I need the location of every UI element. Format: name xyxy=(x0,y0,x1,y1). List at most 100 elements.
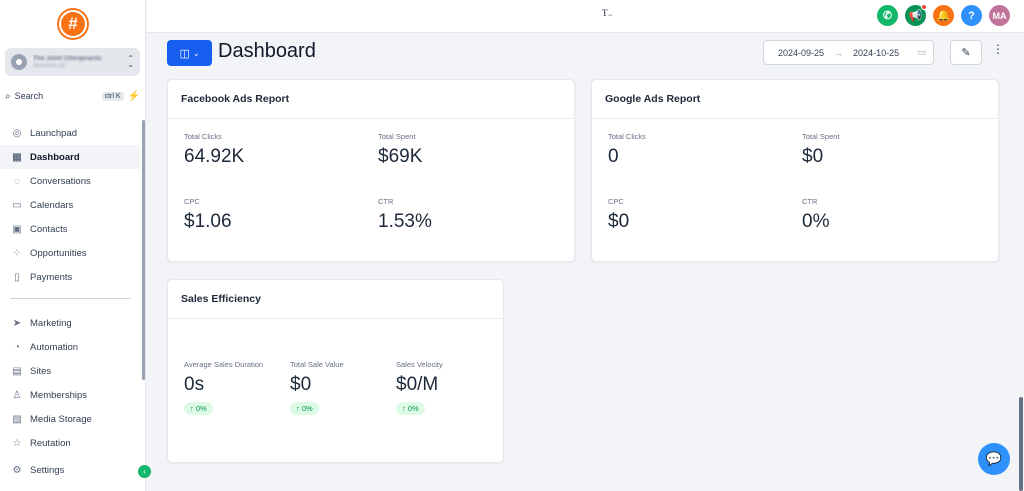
account-location: Downtown, AZ xyxy=(33,63,66,69)
metric-label: Total Sale Value xyxy=(290,360,344,369)
user-avatar[interactable]: MA xyxy=(989,5,1010,26)
account-switcher[interactable]: The Joint Chiropractic Downtown, AZ ⌃ ⌄ xyxy=(5,48,140,76)
change-badge: ↑ 0% xyxy=(396,402,425,415)
megaphone-icon[interactable]: 📢 xyxy=(905,4,927,26)
sidebar-item-label: Launchpad xyxy=(30,127,78,139)
sidebar-item-label: Automation xyxy=(30,341,79,353)
sidebar-item-label: Dashboard xyxy=(30,151,80,163)
page-title: Dashboard xyxy=(218,40,316,62)
sidebar-item-payments[interactable]: ▯ Payments xyxy=(0,265,140,289)
automation-icon: ◔ xyxy=(13,341,21,353)
brand-tagline: ▪▪▪ xyxy=(608,13,612,17)
lightning-icon[interactable]: ⚡ xyxy=(127,90,140,102)
date-start: 2024-09-25 xyxy=(778,47,825,58)
metric-value: $0 xyxy=(802,146,824,167)
account-name: The Joint Chiropractic xyxy=(33,55,102,62)
metric-value: 0 xyxy=(608,146,619,167)
sidebar-item-sites[interactable]: ▤ Sites xyxy=(0,359,140,383)
edit-dashboard-button[interactable]: ✎ xyxy=(950,40,982,65)
sidebar-item-dashboard[interactable]: ▦ Dashboard xyxy=(0,145,140,169)
bell-icon[interactable]: 🔔 xyxy=(933,5,954,26)
app-logo-icon[interactable]: # xyxy=(59,10,87,38)
sidebar-item-conversations[interactable]: ◌ Conversations xyxy=(0,169,140,193)
date-end: 2024-10-25 xyxy=(853,47,900,58)
image-icon: ▧ xyxy=(12,413,22,425)
metric-value: $0 xyxy=(608,211,630,232)
metric-value: $0 xyxy=(290,374,312,395)
card-divider xyxy=(592,118,998,119)
brand-mark: T xyxy=(602,8,608,18)
sidebar-item-label: Opportunities xyxy=(30,247,87,259)
sidebar-item-opportunities[interactable]: ⁘ Opportunities xyxy=(0,241,140,265)
chat-bubble-icon: ◌ xyxy=(14,175,20,187)
main-scrollbar[interactable] xyxy=(1019,397,1023,491)
sites-icon: ▤ xyxy=(12,365,22,377)
collapse-sidebar-icon[interactable]: ‹ xyxy=(138,465,151,478)
secondary-nav: ➤ Marketing ◔ Automation ▤ Sites ♙ Memberships ▧… xyxy=(0,311,140,455)
opportunities-icon: ⁘ xyxy=(12,247,22,259)
account-info: The Joint Chiropractic Downtown, AZ xyxy=(33,55,127,69)
search-label: Search xyxy=(14,91,44,101)
metric-ctr: CTR 1.53% xyxy=(378,197,432,233)
card-title: Google Ads Report xyxy=(605,93,701,105)
top-bar: T▪▪▪ ✆ 📢 🔔 ? MA xyxy=(147,0,1024,33)
metric-label: CPC xyxy=(184,197,200,206)
dashboard-switcher-button[interactable]: ◫ ⌄ xyxy=(167,40,212,66)
primary-nav: ◎ Launchpad ▦ Dashboard ◌ Conversations ▭ Calen… xyxy=(0,121,140,289)
layout-icon: ◫ xyxy=(179,47,190,60)
chat-support-icon[interactable]: 💬 xyxy=(978,443,1010,475)
star-icon: ☆ xyxy=(12,437,22,449)
sidebar-item-settings[interactable]: ⚙ Settings xyxy=(0,458,140,482)
metric-label: Sales Velocity xyxy=(396,360,443,369)
calendar-icon: ▭ xyxy=(917,47,926,57)
sidebar-item-label: Contacts xyxy=(30,223,68,235)
search-icon: ⌕ xyxy=(5,90,11,102)
metric-value: 0s xyxy=(184,374,205,395)
sidebar-item-launchpad[interactable]: ◎ Launchpad xyxy=(0,121,140,145)
phone-icon[interactable]: ✆ xyxy=(877,5,898,26)
metric-value: $1.06 xyxy=(184,211,232,232)
sales-efficiency-card: Sales Efficiency Average Sales Duration … xyxy=(167,279,504,463)
google-ads-card: Google Ads Report Total Clicks 0 Total S… xyxy=(591,79,999,262)
sidebar-item-label: Calendars xyxy=(30,199,74,211)
metric-value: $0/M xyxy=(396,374,439,395)
location-avatar-icon xyxy=(11,54,27,70)
calendar-icon: ▭ xyxy=(12,199,22,211)
sidebar-item-media-storage[interactable]: ▧ Media Storage xyxy=(0,407,140,431)
sidebar-item-marketing[interactable]: ➤ Marketing xyxy=(0,311,140,335)
metric-total-clicks: Total Clicks 64.92K xyxy=(184,132,244,168)
change-badge: ↑ 0% xyxy=(290,402,319,415)
send-icon: ➤ xyxy=(12,317,22,329)
sidebar-item-label: Reutation xyxy=(30,437,71,449)
brand-logo: T▪▪▪ xyxy=(602,8,612,18)
sidebar-item-contacts[interactable]: ▣ Contacts xyxy=(0,217,140,241)
sidebar-item-label: Settings xyxy=(30,464,65,476)
metric-total-spent: Total Spent $69K xyxy=(378,132,422,168)
sidebar-scrollbar[interactable] xyxy=(142,120,145,380)
date-range-picker[interactable]: 2024-09-25 → 2024-10-25 ▭ xyxy=(763,40,934,65)
sidebar-item-reputation[interactable]: ☆ Reutation xyxy=(0,431,140,455)
rocket-icon: ◎ xyxy=(12,127,22,139)
metric-value: 0% xyxy=(802,211,830,232)
metric-sales-velocity: Sales Velocity $0/M ↑ 0% xyxy=(396,360,443,416)
sidebar-item-label: Payments xyxy=(30,271,73,283)
metric-average-sales-duration: Average Sales Duration 0s ↑ 0% xyxy=(184,360,263,416)
metric-label: Total Clicks xyxy=(608,132,646,141)
grid-icon: ▦ xyxy=(12,151,22,163)
arrow-right-icon: → xyxy=(834,47,844,58)
payments-icon: ▯ xyxy=(14,271,20,283)
metric-value: 64.92K xyxy=(184,146,245,167)
metric-value: 1.53% xyxy=(378,211,432,232)
metric-value: $69K xyxy=(378,146,423,167)
metric-label: CTR xyxy=(802,197,818,206)
more-options-icon[interactable]: ⋮ xyxy=(992,42,1004,56)
metric-label: Total Clicks xyxy=(184,132,222,141)
sidebar-item-memberships[interactable]: ♙ Memberships xyxy=(0,383,140,407)
sidebar-item-calendars[interactable]: ▭ Calendars xyxy=(0,193,140,217)
pencil-icon: ✎ xyxy=(961,47,971,59)
sidebar-item-automation[interactable]: ◔ Automation xyxy=(0,335,140,359)
search-bar[interactable]: ⌕ Search ctrl K ⚡ xyxy=(5,88,140,104)
sidebar-item-label: Memberships xyxy=(30,389,88,401)
help-icon[interactable]: ? xyxy=(961,5,982,26)
metric-label: Average Sales Duration xyxy=(184,360,264,369)
